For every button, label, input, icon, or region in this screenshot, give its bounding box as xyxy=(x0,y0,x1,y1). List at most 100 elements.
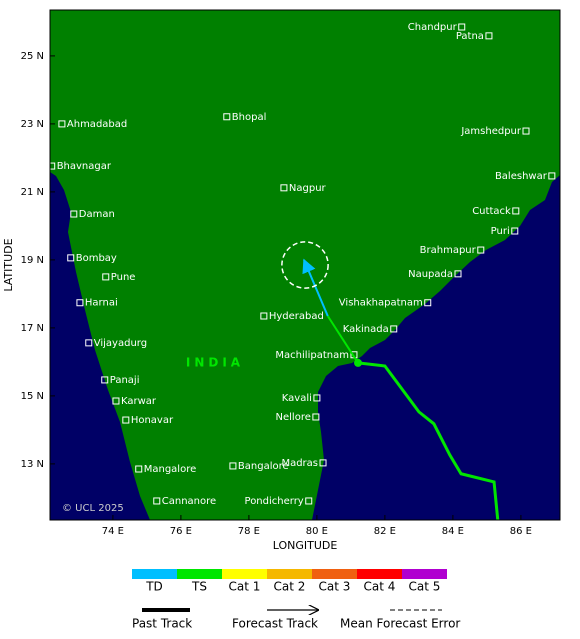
city-marker xyxy=(102,273,110,281)
city-label: Honavar xyxy=(131,415,174,426)
x-tick-label: 84 E xyxy=(442,526,464,537)
y-tick-label: 21 N xyxy=(21,187,44,198)
x-tick-label: 76 E xyxy=(170,526,192,537)
legend-label: Mean Forecast Error xyxy=(340,617,460,631)
city-label: Patna xyxy=(456,31,484,42)
city-label: Harnai xyxy=(85,298,118,309)
city-label: Bhopal xyxy=(232,112,267,123)
city-label: Karwar xyxy=(121,396,157,407)
x-tick-label: 86 E xyxy=(510,526,532,537)
city-marker xyxy=(312,413,320,421)
city-marker xyxy=(58,120,66,128)
city-marker xyxy=(522,127,530,135)
city-marker xyxy=(70,210,78,218)
city-marker xyxy=(458,23,466,31)
copyright: © UCL 2025 xyxy=(62,503,124,514)
legend-label: TD xyxy=(145,580,163,594)
x-tick-label: 78 E xyxy=(238,526,260,537)
current-position xyxy=(354,358,363,367)
city-marker xyxy=(305,497,313,505)
legend-swatch xyxy=(132,569,177,579)
city-marker xyxy=(153,497,161,505)
city-marker xyxy=(454,270,462,278)
legend-label: TS xyxy=(191,580,207,594)
city-label: Jamshedpur xyxy=(460,126,522,137)
city-marker xyxy=(260,312,268,320)
city-label: Ahmadabad xyxy=(67,119,127,130)
city-marker xyxy=(76,299,84,307)
y-axis-label: LATITUDE xyxy=(2,238,15,291)
city-label: Vijayadurg xyxy=(94,338,147,349)
legend-swatch xyxy=(312,569,357,579)
legend-label: Cat 1 xyxy=(229,580,261,594)
city-label: Brahmapur xyxy=(420,245,477,256)
city-label: Kavali xyxy=(282,393,312,404)
city-label: Madras xyxy=(281,458,318,469)
city-marker xyxy=(112,397,120,405)
city-marker xyxy=(511,227,519,235)
legend-swatch xyxy=(177,569,222,579)
city-label: Mangalore xyxy=(144,464,197,475)
legend-label: Forecast Track xyxy=(232,617,318,631)
city-label: Chandpur xyxy=(408,22,458,33)
city-marker xyxy=(280,184,288,192)
city-marker xyxy=(135,465,143,473)
city-label: Kakinada xyxy=(343,324,389,335)
city-label: Bhavnagar xyxy=(57,161,112,172)
city-label: Bombay xyxy=(76,253,117,264)
x-tick-label: 82 E xyxy=(374,526,396,537)
forecast-track-segment xyxy=(326,315,359,364)
y-tick-label: 13 N xyxy=(21,459,44,470)
forecast-error-cone xyxy=(281,241,329,289)
country-label: INDIA xyxy=(186,356,244,370)
legend-swatch xyxy=(267,569,312,579)
city-label: Cuttack xyxy=(472,206,511,217)
map-area xyxy=(50,10,560,520)
city-marker xyxy=(101,376,109,384)
city-marker xyxy=(85,339,93,347)
map-frame xyxy=(49,9,561,521)
city-label: Pune xyxy=(111,272,136,283)
legend-label: Cat 2 xyxy=(274,580,306,594)
city-marker xyxy=(512,207,520,215)
x-axis-label: LONGITUDE xyxy=(273,539,338,552)
y-tick-label: 15 N xyxy=(21,391,44,402)
city-marker xyxy=(485,32,493,40)
city-marker xyxy=(122,416,130,424)
city-marker xyxy=(477,246,485,254)
legend-swatch xyxy=(402,569,447,579)
city-label: Cannanore xyxy=(162,496,216,507)
legend-label: Cat 3 xyxy=(319,580,351,594)
y-tick-label: 23 N xyxy=(21,119,44,130)
legend-swatch xyxy=(357,569,402,579)
city-label: Vishakhapatnam xyxy=(339,298,423,309)
past-track xyxy=(357,361,500,521)
city-label: Daman xyxy=(79,209,115,220)
city-marker xyxy=(229,462,237,470)
city-marker xyxy=(48,162,56,170)
y-tick-label: 17 N xyxy=(21,323,44,334)
x-tick-label: 80 E xyxy=(306,526,328,537)
legend-label: Cat 5 xyxy=(409,580,441,594)
city-label: Bangalore xyxy=(238,461,289,472)
y-tick-label: 25 N xyxy=(21,51,44,62)
legend-swatch xyxy=(222,569,267,579)
city-marker xyxy=(390,325,398,333)
legend-label: Cat 4 xyxy=(364,580,396,594)
city-label: Hyderabad xyxy=(269,311,324,322)
city-label: Nellore xyxy=(276,412,311,423)
city-label: Pondicherry xyxy=(245,496,304,507)
city-label: Machilipatnam xyxy=(275,350,349,361)
city-marker xyxy=(67,254,75,262)
city-label: Panaji xyxy=(110,375,140,386)
city-marker xyxy=(548,172,556,180)
x-tick-label: 74 E xyxy=(102,526,124,537)
forecast-track-segment xyxy=(302,258,329,317)
city-marker xyxy=(313,394,321,402)
city-label: Nagpur xyxy=(289,183,327,194)
city-marker xyxy=(319,459,327,467)
city-marker xyxy=(223,113,231,121)
y-tick-label: 19 N xyxy=(21,255,44,266)
legend-label: Past Track xyxy=(132,617,192,631)
